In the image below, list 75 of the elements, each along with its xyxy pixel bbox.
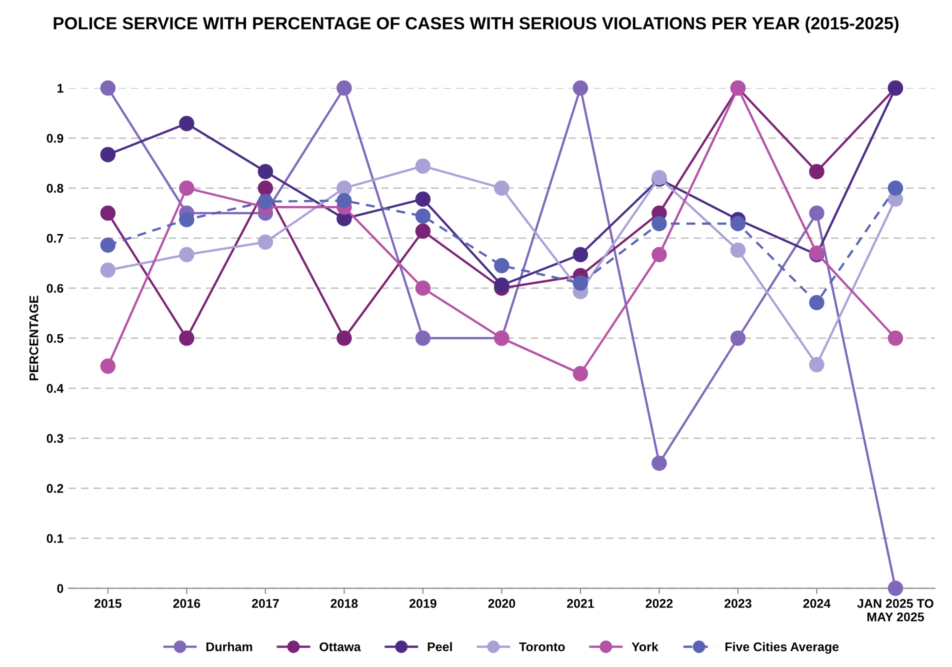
point xyxy=(494,258,510,274)
point xyxy=(100,80,116,96)
legend-label: Durham xyxy=(206,642,252,652)
x-tick-label: 2023 xyxy=(724,599,752,608)
point xyxy=(494,180,510,196)
point xyxy=(572,80,588,96)
y-tick-label: 0.1 xyxy=(46,534,64,543)
point xyxy=(336,192,352,208)
point xyxy=(415,223,431,239)
point xyxy=(652,456,667,471)
legend-label: Toronto xyxy=(519,642,565,652)
point xyxy=(258,234,274,250)
x-tick-label: 2024 xyxy=(803,599,831,608)
y-tick-label: 0.5 xyxy=(46,334,64,343)
point xyxy=(809,357,824,372)
point xyxy=(100,237,116,253)
point xyxy=(179,116,194,132)
point xyxy=(730,242,746,258)
point xyxy=(179,246,194,262)
point xyxy=(888,180,904,196)
y-tick-label: 0.7 xyxy=(46,234,64,243)
point xyxy=(572,366,588,382)
point xyxy=(494,278,510,293)
y-tick-label: 0.6 xyxy=(46,284,64,293)
y-axis-title: PERCENTAGE xyxy=(29,296,38,380)
point xyxy=(100,146,116,162)
point xyxy=(415,208,431,224)
point xyxy=(652,216,667,232)
point xyxy=(730,216,746,232)
y-tick-label: 1 xyxy=(58,84,64,93)
point xyxy=(179,212,194,228)
x-tick-label: 2016 xyxy=(173,599,200,608)
y-tick-label: 0.8 xyxy=(46,184,64,193)
legend-label: Ottawa xyxy=(320,642,361,652)
x-tick-label: 2015 xyxy=(94,599,122,608)
point xyxy=(415,280,431,296)
point xyxy=(100,358,116,374)
point xyxy=(100,262,116,278)
point xyxy=(809,295,824,310)
point xyxy=(572,246,588,262)
y-tick-label: 0.2 xyxy=(46,484,64,493)
chart-title: POLICE SERVICE WITH PERCENTAGE OF CASES WITH SERIOUS VIOLATIONS PER YEAR (2015-2025) xyxy=(54,16,898,33)
point xyxy=(730,330,746,346)
legend-label: York xyxy=(632,642,658,652)
point xyxy=(888,330,904,346)
point xyxy=(652,246,667,262)
point xyxy=(888,580,904,596)
point xyxy=(336,180,352,196)
y-tick-label: 0 xyxy=(57,584,64,593)
point xyxy=(415,330,431,346)
point xyxy=(572,276,588,291)
y-tick-label: 0.4 xyxy=(46,384,64,393)
x-tick-label: 2019 xyxy=(409,599,436,608)
point xyxy=(809,205,824,221)
point xyxy=(415,191,431,207)
point xyxy=(809,164,824,180)
point xyxy=(258,194,274,210)
point xyxy=(258,180,274,196)
x-tick-label: 2020 xyxy=(488,599,516,608)
x-tick-label: 2018 xyxy=(330,599,358,608)
point xyxy=(258,164,274,180)
point xyxy=(179,330,194,346)
y-tick-label: 0.9 xyxy=(46,134,64,143)
x-tick-label: 2022 xyxy=(646,599,673,608)
x-tick-label: 2021 xyxy=(566,599,594,608)
point xyxy=(336,330,352,346)
legend-label: Peel xyxy=(428,642,452,652)
x-tick-label: 2017 xyxy=(252,599,279,608)
legend-label: Five Cities Average xyxy=(725,642,839,654)
point xyxy=(179,180,194,196)
point xyxy=(100,205,116,221)
y-tick-label: 0.3 xyxy=(46,434,64,443)
point xyxy=(336,80,352,96)
x-tick-label: JAN 2025 TO MAY 2025 xyxy=(857,599,934,622)
point xyxy=(415,158,431,174)
